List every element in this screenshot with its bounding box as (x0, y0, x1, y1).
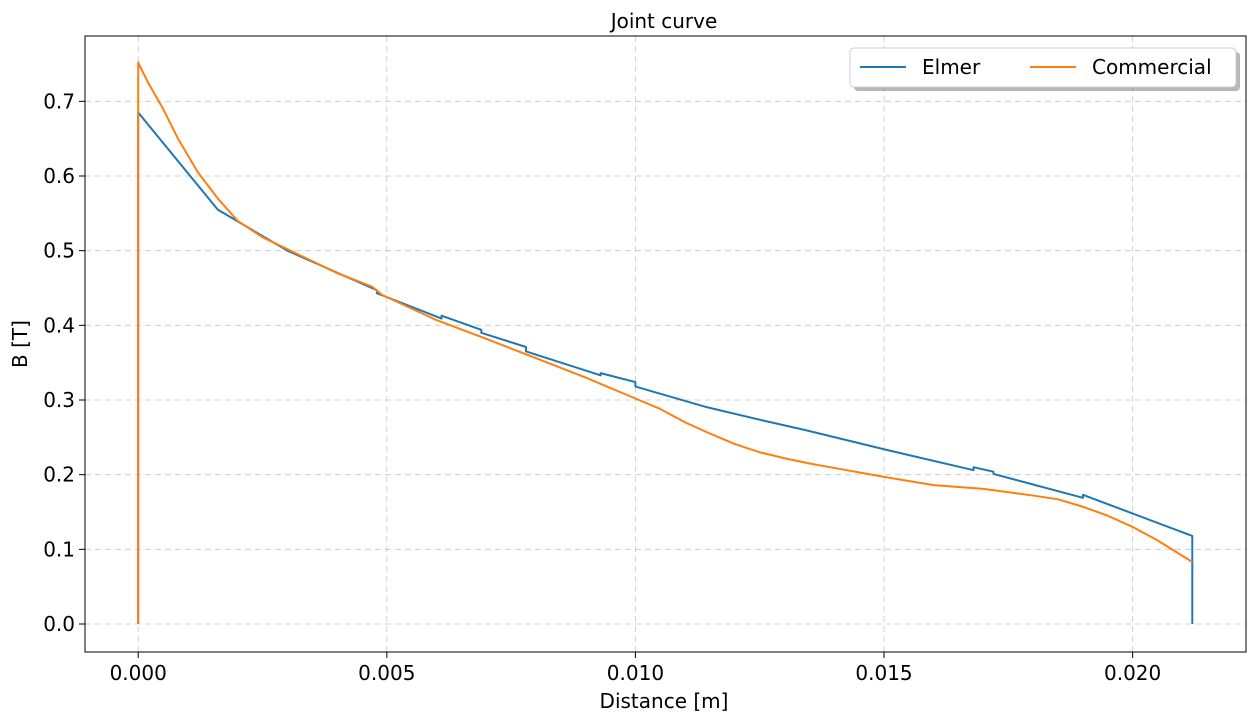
y-tick-label: 0.2 (43, 463, 75, 487)
legend-label-commercial: Commercial (1092, 55, 1212, 79)
legend-label-elmer: Elmer (922, 55, 981, 79)
grid (85, 36, 1246, 652)
x-tick-label: 0.005 (358, 661, 415, 685)
x-axis-label: Distance [m] (600, 689, 729, 713)
x-tick-label: 0.010 (607, 661, 664, 685)
series-line-commercial (137, 61, 1193, 624)
x-tick-label: 0.015 (855, 661, 912, 685)
x-tick-label: 0.020 (1104, 661, 1161, 685)
chart-title: Joint curve (609, 9, 718, 33)
y-axis-ticks: 0.0 0.1 0.2 0.3 0.4 0.5 0.6 0.7 (43, 89, 85, 636)
x-tick-label: 0.000 (110, 661, 167, 685)
y-tick-label: 0.0 (43, 612, 75, 636)
y-tick-label: 0.5 (43, 239, 75, 263)
legend: Elmer Commercial (849, 47, 1240, 91)
plot-series (137, 61, 1194, 624)
y-tick-label: 0.4 (43, 313, 75, 337)
y-tick-label: 0.3 (43, 388, 75, 412)
y-tick-label: 0.7 (43, 89, 75, 113)
y-tick-label: 0.1 (43, 537, 75, 561)
x-axis-ticks: 0.000 0.005 0.010 0.015 0.020 (110, 652, 1161, 685)
plot-area-frame (84, 35, 1247, 653)
y-tick-label: 0.6 (43, 164, 75, 188)
y-axis-label: B [T] (8, 320, 32, 368)
